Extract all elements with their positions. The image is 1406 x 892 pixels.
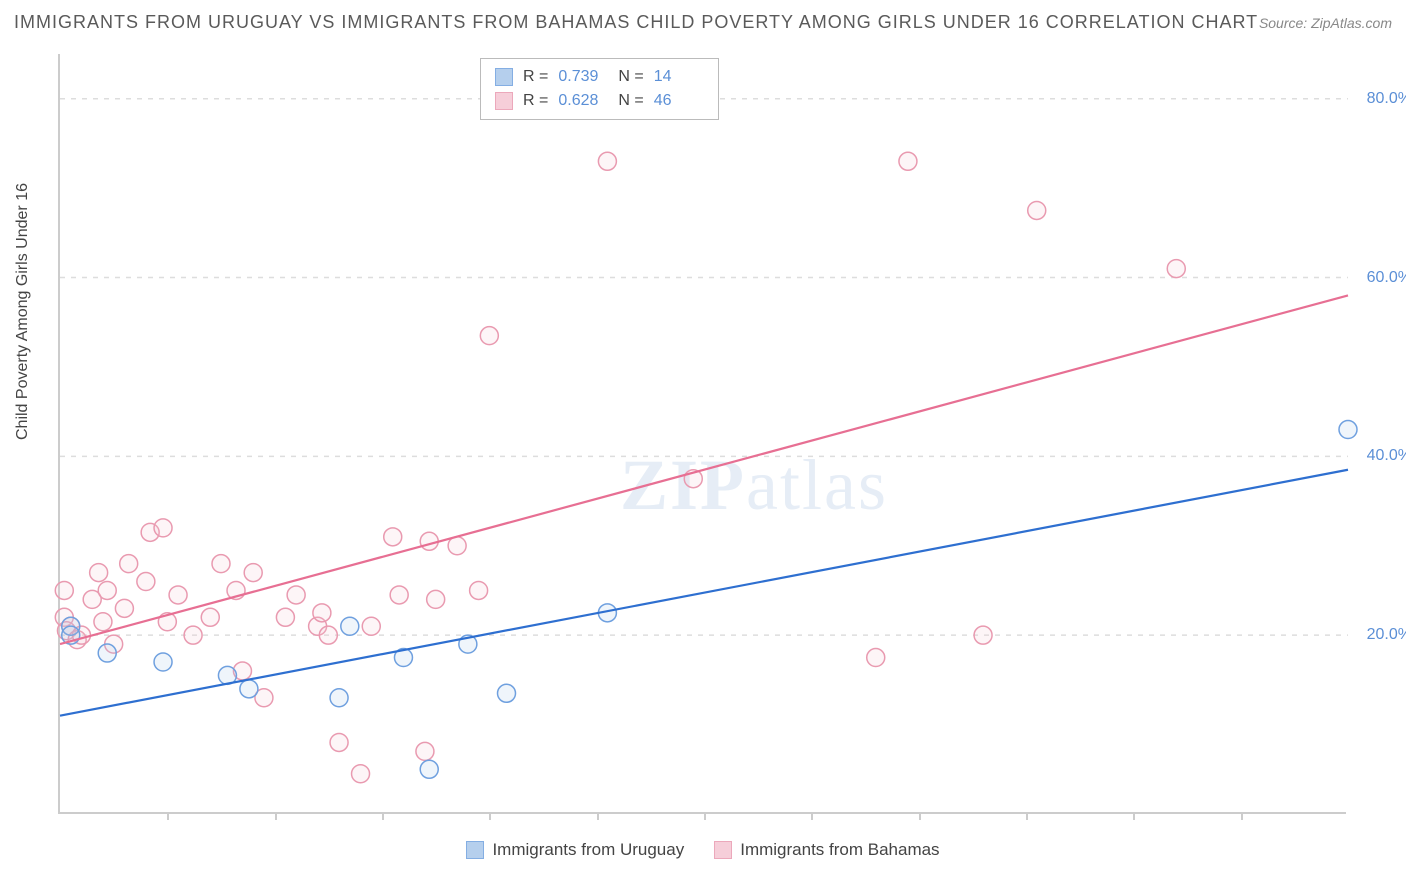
x-minor-tick: [1133, 812, 1135, 820]
x-minor-tick: [597, 812, 599, 820]
x-minor-tick: [1241, 812, 1243, 820]
header-bar: IMMIGRANTS FROM URUGUAY VS IMMIGRANTS FR…: [14, 12, 1392, 33]
chart-plot-area: ZIPatlas R = 0.739 N = 14 R = 0.628 N = …: [58, 54, 1346, 814]
x-minor-tick: [275, 812, 277, 820]
y-tick-label: 80.0%: [1367, 90, 1406, 108]
y-tick-label: 60.0%: [1367, 269, 1406, 287]
x-minor-tick: [811, 812, 813, 820]
y-tick-label: 40.0%: [1367, 447, 1406, 465]
n-label: N =: [618, 65, 643, 89]
series-legend: Immigrants from Uruguay Immigrants from …: [60, 840, 1346, 860]
chart-title: IMMIGRANTS FROM URUGUAY VS IMMIGRANTS FR…: [14, 12, 1258, 33]
legend-label-uruguay: Immigrants from Uruguay: [492, 840, 684, 860]
x-minor-tick: [382, 812, 384, 820]
source-attribution: Source: ZipAtlas.com: [1259, 15, 1392, 31]
y-tick-label: 20.0%: [1367, 626, 1406, 644]
r-value-bahamas: 0.628: [558, 89, 608, 113]
x-minor-tick: [489, 812, 491, 820]
stats-row-uruguay: R = 0.739 N = 14: [495, 65, 704, 89]
x-minor-tick: [704, 812, 706, 820]
r-label: R =: [523, 89, 548, 113]
legend-item-bahamas: Immigrants from Bahamas: [714, 840, 939, 860]
scatter-svg: [60, 54, 1346, 812]
legend-label-bahamas: Immigrants from Bahamas: [740, 840, 939, 860]
r-value-uruguay: 0.739: [558, 65, 608, 89]
swatch-uruguay: [466, 841, 484, 859]
stats-row-bahamas: R = 0.628 N = 46: [495, 89, 704, 113]
x-minor-tick: [167, 812, 169, 820]
y-axis-label: Child Poverty Among Girls Under 16: [14, 183, 32, 440]
x-minor-tick: [1026, 812, 1028, 820]
n-label: N =: [618, 89, 643, 113]
n-value-uruguay: 14: [654, 65, 704, 89]
legend-item-uruguay: Immigrants from Uruguay: [466, 840, 684, 860]
n-value-bahamas: 46: [654, 89, 704, 113]
swatch-bahamas: [714, 841, 732, 859]
r-label: R =: [523, 65, 548, 89]
stats-legend-box: R = 0.739 N = 14 R = 0.628 N = 46: [480, 58, 719, 120]
swatch-bahamas: [495, 92, 513, 110]
x-minor-tick: [919, 812, 921, 820]
swatch-uruguay: [495, 68, 513, 86]
